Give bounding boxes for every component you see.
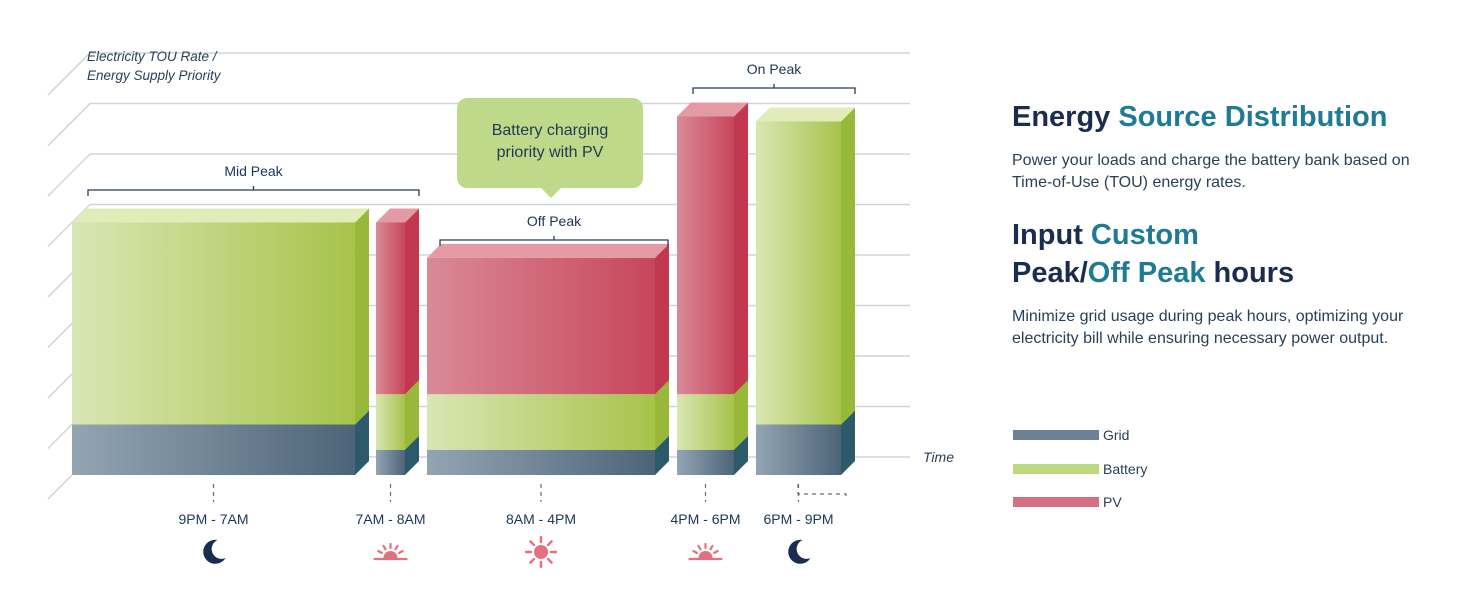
legend-label-grid: Grid bbox=[1103, 427, 1130, 443]
bar-segment-grid bbox=[427, 449, 655, 475]
x-tick-label: 4PM - 6PM bbox=[670, 511, 740, 527]
title-accent: Custom bbox=[1090, 219, 1199, 251]
title-accent: Off Peak bbox=[1087, 257, 1206, 289]
legend-label-battery: Battery bbox=[1103, 460, 1148, 477]
sunrise-icon bbox=[373, 542, 408, 561]
bar-side-battery bbox=[734, 380, 748, 450]
bar-side-grid bbox=[655, 435, 669, 475]
bar-segment-pv bbox=[677, 116, 734, 395]
grid-line-depth bbox=[47, 153, 91, 197]
bar-side-grid bbox=[405, 435, 419, 475]
x-tick-label: 8AM - 4PM bbox=[506, 511, 576, 527]
moon-icon bbox=[788, 539, 811, 564]
bracket-label: Off Peak bbox=[527, 213, 582, 229]
legend-label-pv: PV bbox=[1103, 494, 1122, 510]
bar-segment-battery bbox=[756, 121, 841, 425]
bar-segment-battery bbox=[72, 222, 355, 425]
chart-bars bbox=[72, 102, 855, 475]
bar-top-face bbox=[376, 208, 419, 223]
sun-icon bbox=[524, 535, 558, 569]
bracket-on-peak bbox=[692, 84, 856, 94]
bar-side-battery bbox=[405, 380, 419, 450]
bar-segment-grid bbox=[72, 424, 355, 475]
x-tick-label: 6PM - 9PM bbox=[763, 511, 833, 527]
section-title-energy-source: Energy Source Distribution bbox=[1012, 100, 1442, 134]
bracket-mid-peak bbox=[87, 186, 420, 196]
bar-side-grid bbox=[734, 435, 748, 475]
bar-segment-battery bbox=[427, 394, 655, 450]
grid-line-depth bbox=[47, 102, 91, 147]
legend-swatch-battery bbox=[1013, 463, 1099, 474]
sunrise-icon bbox=[688, 542, 723, 561]
bar-segment-pv bbox=[376, 222, 405, 395]
bar-top-face bbox=[756, 107, 855, 122]
x-axis: Time 9PM - 7AM 7AM - 8AM 8AM - 4PM 4PM - 6PM… bbox=[178, 449, 954, 569]
title-part: Input bbox=[1012, 219, 1091, 251]
bracket-off-peak bbox=[439, 236, 669, 246]
x-tick-label: 7AM - 8AM bbox=[355, 511, 425, 527]
callout-line-2: priority with PV bbox=[496, 144, 604, 161]
info-panel: Energy Source Distribution Power your lo… bbox=[1012, 100, 1442, 350]
callout-pointer bbox=[541, 188, 561, 198]
bracket-label: Mid Peak bbox=[224, 163, 283, 179]
y-axis-label-line-2: Energy Supply Priority bbox=[87, 68, 221, 83]
bar-side-battery bbox=[355, 208, 369, 425]
bar-side-pv bbox=[734, 102, 748, 395]
rate-period-brackets: Mid Peak Off Peak On Peak bbox=[87, 61, 856, 246]
bar-side-grid bbox=[355, 410, 369, 475]
title-part: hours bbox=[1205, 257, 1295, 289]
bar-segment-grid bbox=[756, 424, 841, 475]
bracket-label: On Peak bbox=[747, 61, 802, 77]
x-axis-label: Time bbox=[923, 449, 954, 465]
grid-line-depth bbox=[47, 52, 91, 96]
bar-segment-pv bbox=[427, 257, 655, 395]
section-description-custom-hours: Minimize grid usage during peak hours, o… bbox=[1012, 308, 1404, 347]
legend-swatch-pv bbox=[1013, 497, 1099, 507]
bar-side-battery bbox=[655, 380, 669, 450]
battery-charging-callout: Battery charging priority with PV bbox=[457, 98, 643, 198]
y-axis-label: Electricity TOU Rate / Energy Supply Pri… bbox=[87, 47, 221, 85]
bar-segment-grid bbox=[376, 449, 405, 475]
title-part: Energy bbox=[1012, 101, 1119, 133]
bar-segment-grid bbox=[677, 449, 734, 475]
bar-segment-battery bbox=[376, 394, 405, 450]
y-axis-label-line-1: Electricity TOU Rate / bbox=[87, 49, 217, 64]
bar-side-grid bbox=[841, 410, 855, 475]
bar-side-battery bbox=[841, 107, 855, 425]
x-tick-label: 9PM - 7AM bbox=[178, 511, 248, 527]
section-title-custom-hours: Input Custom Peak/Off Peak hours bbox=[1012, 216, 1442, 292]
bar-top-face bbox=[427, 243, 669, 258]
energy-chart: Mid Peak Off Peak On Peak Time 9PM - 7AM 7AM… bbox=[47, 52, 954, 569]
bar-side-pv bbox=[405, 208, 419, 395]
bar-top-face bbox=[677, 102, 748, 117]
title-accent: Source Distribution bbox=[1118, 101, 1388, 133]
legend-swatch-grid bbox=[1013, 430, 1099, 440]
section-description-energy-source: Power your loads and charge the battery … bbox=[1012, 152, 1410, 191]
callout-line-1: Battery charging bbox=[491, 122, 609, 139]
title-part: Peak/ bbox=[1012, 257, 1088, 289]
moon-icon bbox=[203, 539, 226, 564]
x-tick-connector bbox=[797, 484, 847, 500]
bar-segment-battery bbox=[677, 394, 734, 450]
bar-side-pv bbox=[655, 243, 669, 395]
bar-top-face bbox=[72, 208, 369, 223]
